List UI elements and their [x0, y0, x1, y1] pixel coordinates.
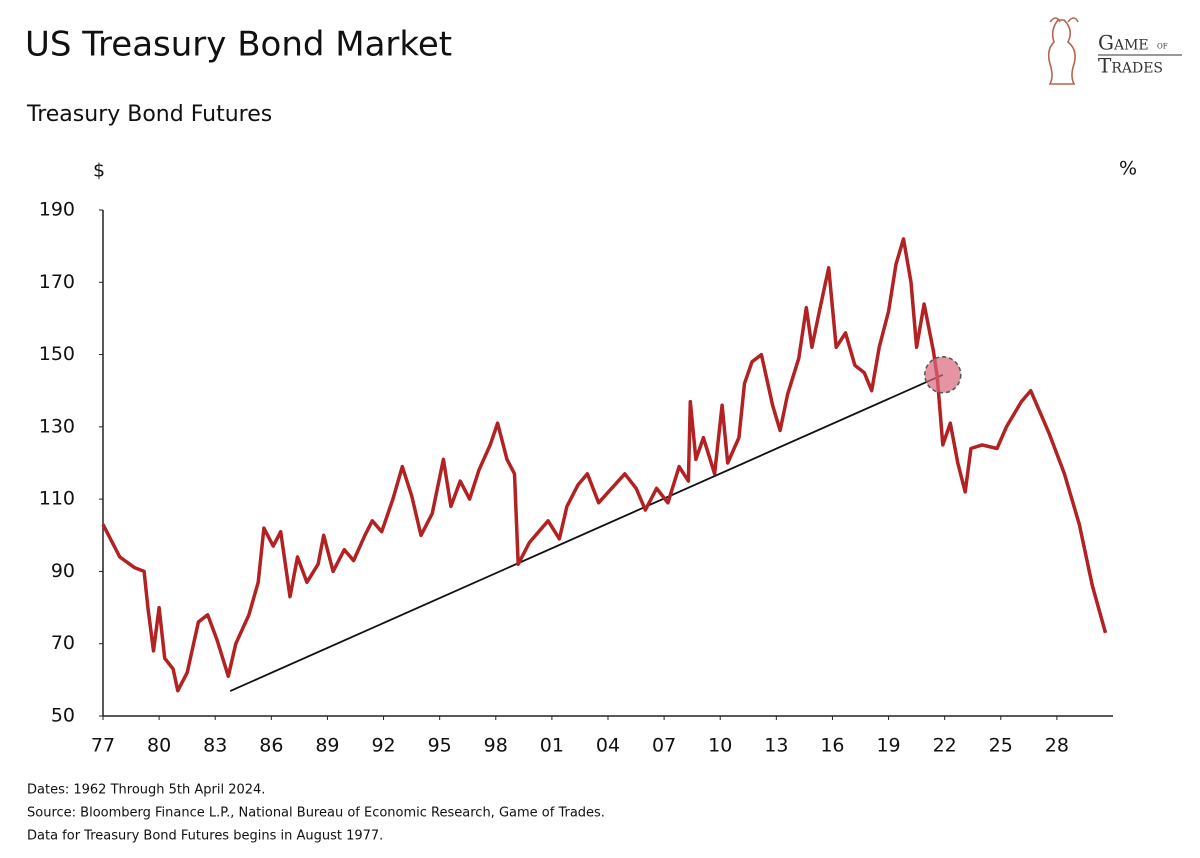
x-tick-label: 28: [1045, 735, 1069, 757]
x-tick-label: 80: [147, 735, 171, 757]
x-tick-label: 19: [876, 735, 900, 757]
footnote: Source: Bloomberg Finance L.P., National…: [27, 806, 605, 821]
x-tick-label: 01: [540, 735, 564, 757]
x-tick-label: 77: [91, 735, 115, 757]
x-tick-label: 83: [203, 735, 227, 757]
highlight-marker: [924, 356, 962, 394]
logo-text: Game: [1098, 31, 1149, 55]
x-tick-label: 22: [933, 735, 957, 757]
x-tick-label: 92: [371, 735, 395, 757]
chart-title: US Treasury Bond Market: [25, 25, 452, 65]
logo-text: of: [1157, 41, 1168, 52]
footnote: Data for Treasury Bond Futures begins in…: [27, 829, 383, 844]
y-tick-label: 130: [39, 415, 75, 437]
footnote: Dates: 1962 Through 5th April 2024.: [27, 783, 265, 798]
y-unit: $: [93, 160, 105, 182]
x-tick-label: 86: [259, 735, 283, 757]
trend-line: [229, 373, 944, 692]
x-tick-label: 07: [652, 735, 676, 757]
y2-unit: %: [1119, 158, 1137, 180]
y-tick-label: 90: [51, 560, 75, 582]
logo-icon: [1047, 19, 1076, 85]
y-tick-label: 190: [39, 199, 75, 221]
x-tick-label: 10: [708, 735, 732, 757]
y-tick-label: 50: [51, 705, 75, 727]
x-tick-label: 98: [484, 735, 508, 757]
y-tick-label: 110: [39, 488, 75, 510]
y-tick-label: 170: [39, 271, 75, 293]
logo-horns: [1049, 17, 1079, 23]
x-tick-label: 16: [820, 735, 844, 757]
x-tick-label: 25: [989, 735, 1013, 757]
logo-text: Trades: [1098, 54, 1163, 78]
x-tick-label: 95: [428, 735, 452, 757]
chart-subtitle: Treasury Bond Futures: [26, 102, 272, 127]
data-line: [101, 237, 1108, 693]
x-tick-label: 13: [764, 735, 788, 757]
y-tick-label: 70: [51, 632, 75, 654]
logo: Game of Trades: [1047, 17, 1182, 85]
x-tick-label: 89: [315, 735, 339, 757]
y-tick-label: 150: [39, 343, 75, 365]
x-tick-label: 04: [596, 735, 620, 757]
